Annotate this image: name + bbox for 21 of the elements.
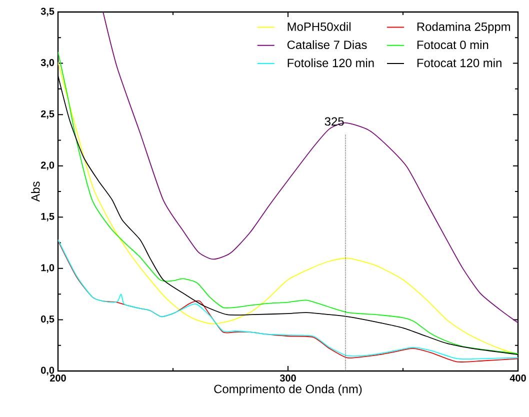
x-tick-label: 200 <box>50 374 66 382</box>
y-tick-label: 3,5 <box>40 8 54 16</box>
legend-label: MoPH50xdil <box>288 22 350 31</box>
legend-label: Fotocat 120 min <box>417 58 502 68</box>
y-tick-label: 1,5 <box>41 212 54 222</box>
ref-line-label: 325 <box>324 117 344 126</box>
legend-label: Catalise 7 Dias <box>287 40 367 50</box>
line-series <box>102 12 518 324</box>
legend-label: Fotolise 120 min <box>288 58 374 68</box>
x-tick-label: 300 <box>280 374 296 382</box>
x-axis-title: Comprimento de Onda (nm) <box>214 384 362 396</box>
x-tick-label: 400 <box>510 374 526 382</box>
legend-label: Rodamina 25ppm <box>417 22 510 34</box>
legend-label: Fotocat 0 min <box>417 40 488 50</box>
y-axis-title: Abs <box>30 182 40 202</box>
y-tick-label: 0,5 <box>41 315 54 324</box>
y-tick-label: 2,5 <box>40 110 54 119</box>
y-tick-label: 0,0 <box>41 366 54 376</box>
y-tick-label: 2,0 <box>40 162 54 170</box>
y-tick-label: 1,0 <box>41 264 54 273</box>
y-tick-label: 3,0 <box>40 59 54 68</box>
